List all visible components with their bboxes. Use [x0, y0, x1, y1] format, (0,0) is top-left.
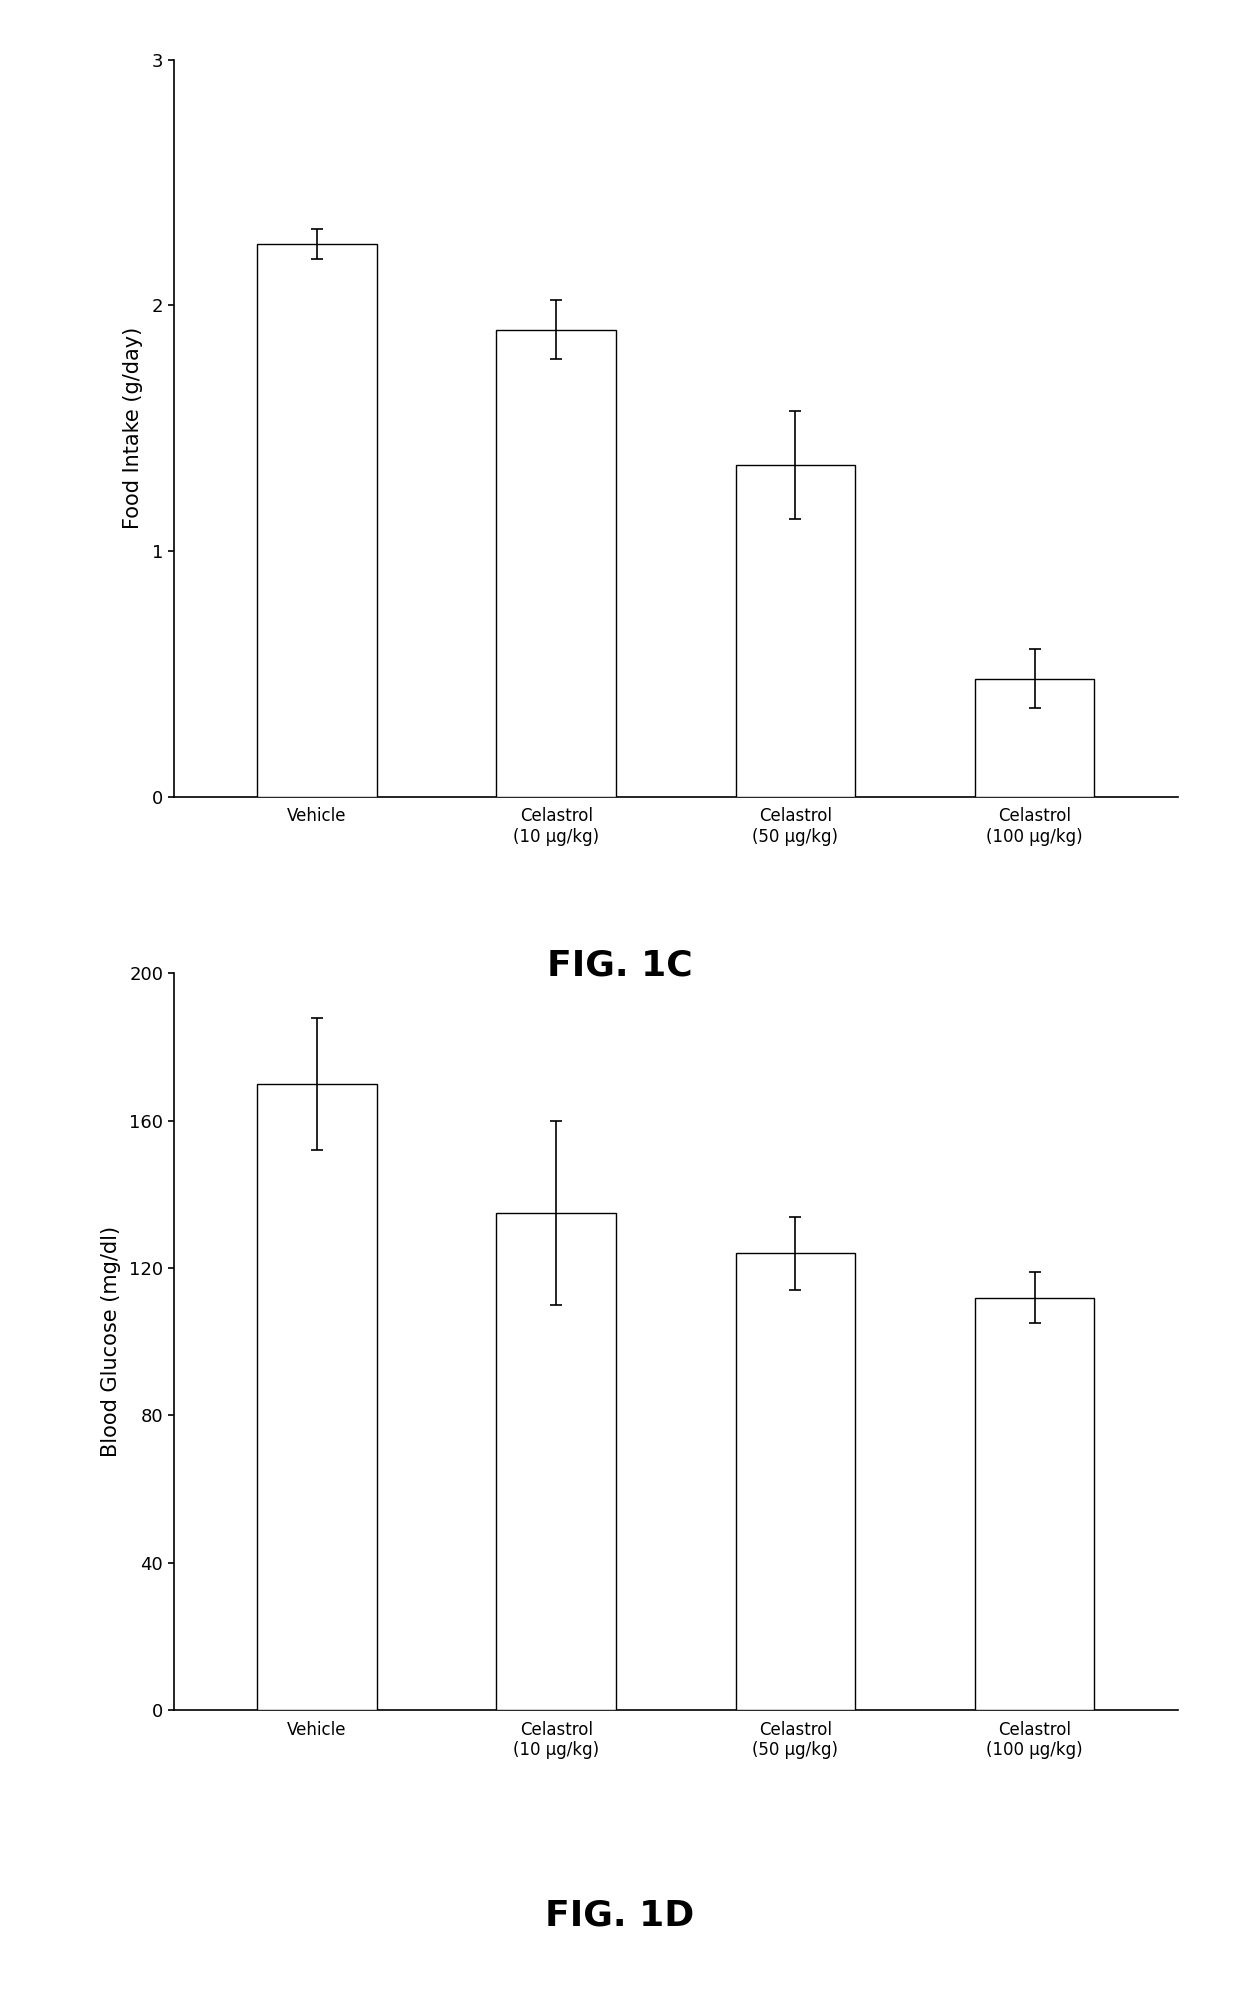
Text: FIG. 1D: FIG. 1D	[546, 1897, 694, 1933]
Bar	[258, 245, 377, 796]
Bar	[735, 1254, 856, 1710]
Bar	[735, 466, 856, 796]
Text: FIG. 1C: FIG. 1C	[547, 948, 693, 984]
Y-axis label: Blood Glucose (mg/dl): Blood Glucose (mg/dl)	[100, 1226, 120, 1457]
Y-axis label: Food Intake (g/day): Food Intake (g/day)	[123, 327, 144, 530]
Bar	[496, 331, 616, 796]
Bar	[258, 1083, 377, 1710]
Bar	[975, 679, 1094, 796]
Bar	[975, 1298, 1094, 1710]
Bar	[496, 1213, 616, 1710]
